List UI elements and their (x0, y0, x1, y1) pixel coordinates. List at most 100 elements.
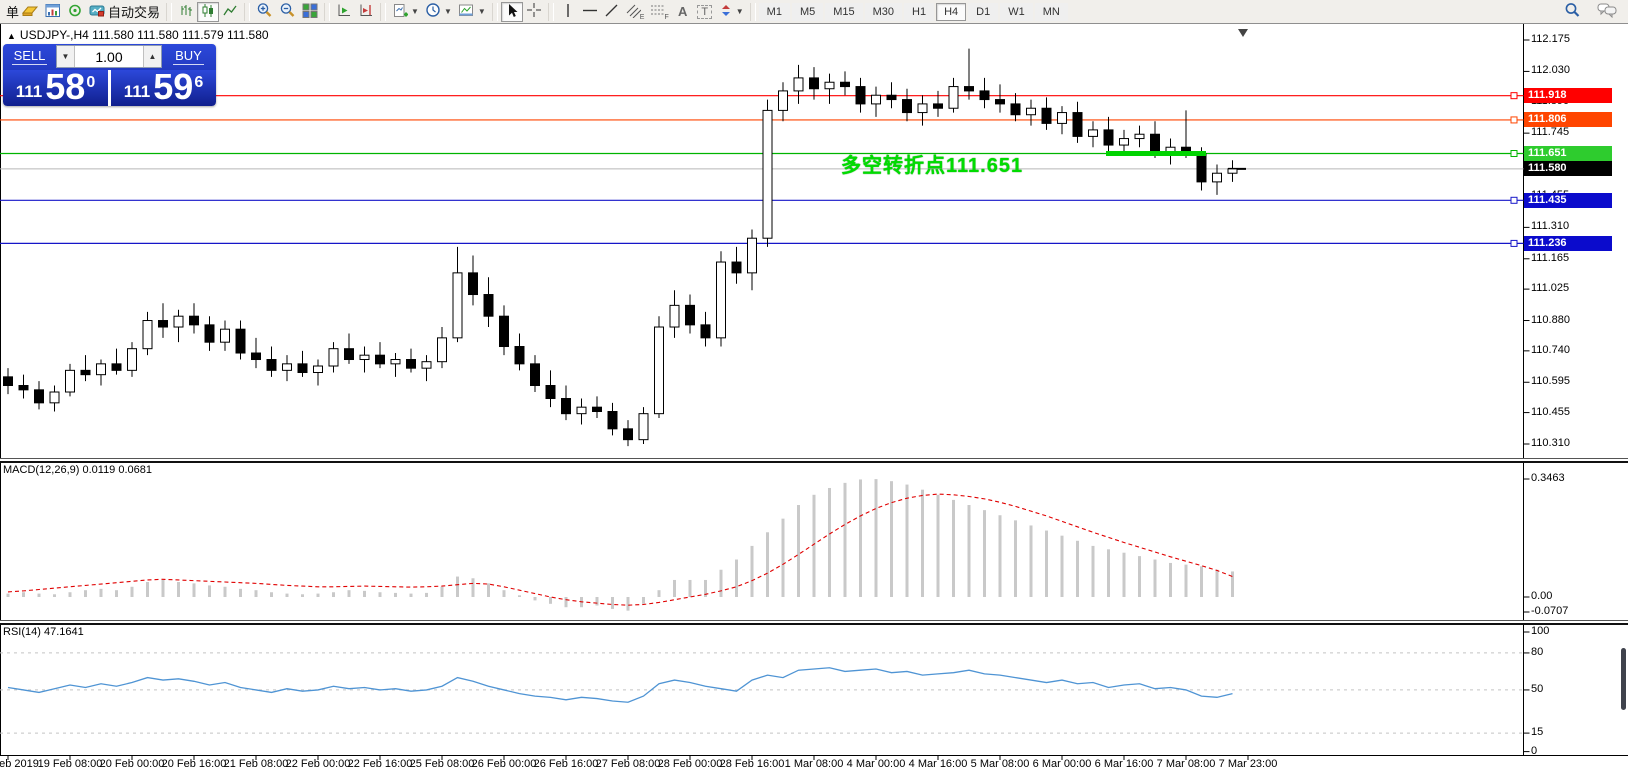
sell-price-big: 58 (45, 66, 86, 106)
candlestick-chart-icon (200, 3, 216, 21)
chart-shift-button[interactable] (355, 2, 377, 22)
charts-button[interactable] (42, 2, 64, 22)
equidistant-channel-button[interactable]: E (623, 2, 648, 22)
price-tick-label: 110.595 (1531, 375, 1570, 388)
price-level-badge: 111.806 (1524, 112, 1612, 128)
timeframe-button-m5[interactable]: M5 (791, 2, 824, 21)
chat-icon (1597, 2, 1617, 21)
buy-button[interactable]: BUY (161, 44, 216, 69)
charts-icon (45, 3, 61, 21)
time-axis-label: 5 Mar 08:00 (970, 758, 1030, 770)
dropdown-arrow-icon: ▼ (735, 7, 744, 16)
templates-icon (458, 3, 475, 21)
vertical-scrollbar-thumb[interactable] (1621, 648, 1626, 710)
buy-price-button[interactable]: 111 59 6 (111, 69, 216, 106)
chart-title: ▲ USDJPY-,H4 111.580 111.580 111.579 111.… (7, 28, 269, 42)
time-axis-label: 28 Feb 00:00 (657, 758, 723, 770)
price-tick-label: 110.740 (1531, 343, 1570, 356)
dropdown-arrow-icon: ▼ (477, 7, 486, 16)
time-axis-label: 26 Feb 00:00 (471, 758, 537, 770)
arrows-icon (719, 3, 733, 21)
time-axis-label: 20 Feb 00:00 (99, 758, 165, 770)
arrows-button[interactable]: ▼ (716, 2, 747, 22)
fibo-sub-label: F (664, 13, 669, 21)
timeframe-button-h4[interactable]: H4 (936, 2, 967, 21)
chart-shift-icon (358, 3, 374, 21)
zoom-in-icon (256, 2, 273, 21)
text-button[interactable]: A (672, 2, 694, 22)
pane-divider[interactable] (0, 620, 1628, 625)
price-tick-label: 112.175 (1531, 33, 1570, 45)
cursor-button[interactable] (500, 1, 523, 22)
chat-button[interactable] (1594, 2, 1620, 22)
horizontal-line-button[interactable] (579, 2, 601, 22)
tile-windows-icon (302, 3, 318, 21)
new-order-button[interactable]: 单 (3, 2, 42, 22)
time-axis-label: 7 Mar 23:00 (1218, 758, 1278, 770)
sell-button[interactable]: SELL (3, 44, 56, 69)
time-axis-label: 21 Feb 08:00 (223, 758, 289, 770)
signals-button[interactable] (64, 2, 86, 22)
signals-icon (67, 3, 83, 21)
zoom-out-button[interactable] (276, 2, 299, 22)
bar-chart-button[interactable] (175, 2, 197, 22)
vertical-line-button[interactable] (557, 2, 579, 22)
templates-button[interactable]: ▼ (455, 2, 489, 22)
volume-decrease-button[interactable]: ▼ (57, 46, 75, 67)
volume-increase-button[interactable]: ▲ (143, 46, 161, 67)
sell-price-button[interactable]: 111 58 0 (3, 66, 108, 106)
trendline-button[interactable] (601, 2, 623, 22)
line-chart-button[interactable] (219, 2, 241, 22)
fibonacci-button[interactable]: F (647, 2, 671, 22)
pane-divider[interactable] (0, 458, 1628, 463)
price-level-badge: 111.918 (1524, 88, 1612, 104)
search-button[interactable] (1561, 2, 1584, 22)
sell-price-prefix: 111 (15, 82, 43, 101)
auto-trading-button[interactable]: 自动交易 (86, 2, 163, 22)
cursor-icon (505, 3, 519, 21)
time-axis-label: 22 Feb 16:00 (347, 758, 413, 770)
new-order-icon (21, 3, 39, 21)
rsi-pane-label: RSI(14) 47.1641 (3, 626, 84, 638)
timeframe-button-m15[interactable]: M15 (825, 2, 863, 21)
timeframe-button-w1[interactable]: W1 (1000, 2, 1033, 21)
volume-input[interactable]: 1.00 (95, 48, 123, 65)
buy-label: BUY (173, 48, 204, 65)
auto-trading-icon (89, 3, 106, 21)
crosshair-button[interactable] (523, 2, 545, 22)
collapse-arrow-icon: ▲ (7, 31, 16, 41)
time-axis-label: 4 Mar 16:00 (908, 758, 968, 770)
price-tick-label: 111.165 (1531, 251, 1570, 264)
rsi-axis-label: 0 (1531, 744, 1538, 757)
time-axis-label: 18 Feb 2019 (0, 758, 39, 770)
price-tick-label: 111.310 (1531, 220, 1570, 233)
current-price-badge: 111.580 (1524, 161, 1612, 177)
price-level-badge: 111.435 (1524, 192, 1612, 208)
periods-button[interactable]: ▼ (422, 2, 455, 22)
text-label-button[interactable]: T (694, 2, 716, 22)
price-tick-label: 111.745 (1531, 126, 1570, 139)
dropdown-arrow-icon: ▼ (411, 7, 419, 16)
toolbar-separator (491, 2, 498, 21)
timeframe-button-mn[interactable]: MN (1034, 2, 1068, 21)
timeframe-button-h1[interactable]: H1 (904, 2, 935, 21)
indicators-button[interactable]: ▼ (389, 2, 422, 22)
tile-windows-button[interactable] (299, 2, 321, 22)
toolbar-separator (749, 2, 756, 21)
timeframe-button-d1[interactable]: D1 (968, 2, 999, 21)
volume-stepper: ▼ 1.00 ▲ (56, 45, 162, 68)
price-tick-label: 111.025 (1531, 282, 1570, 295)
timeframe-button-m1[interactable]: M1 (758, 2, 790, 21)
candlestick-chart-button[interactable] (197, 1, 220, 22)
macd-axis-label: 0.00 (1531, 590, 1553, 602)
time-axis-label: 22 Feb 00:00 (285, 758, 351, 770)
auto-trading-label: 自动交易 (108, 5, 161, 20)
text-tool-label: A (678, 4, 688, 19)
buy-price-sup: 6 (194, 74, 204, 91)
auto-scroll-button[interactable] (333, 2, 355, 22)
bar-chart-icon (178, 3, 194, 21)
timeframe-button-m30[interactable]: M30 (864, 2, 903, 21)
zoom-in-button[interactable] (253, 2, 276, 22)
trendline-icon (604, 3, 619, 21)
